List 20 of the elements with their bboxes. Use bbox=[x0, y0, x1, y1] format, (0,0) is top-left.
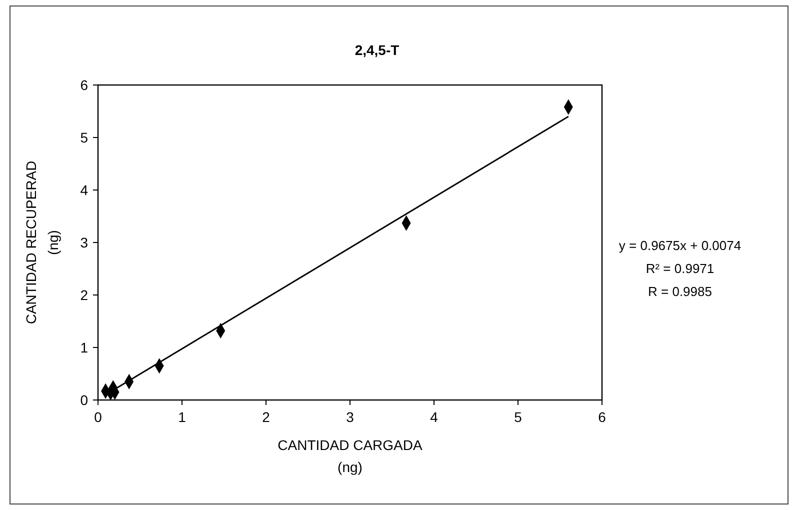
x-tick-label: 0 bbox=[94, 409, 102, 425]
y-axis-title: CANTIDAD RECUPERAD (ng) bbox=[23, 160, 61, 324]
x-tick-label: 2 bbox=[262, 409, 270, 425]
x-tick-label: 1 bbox=[178, 409, 186, 425]
chart-title: 2,4,5-T bbox=[354, 42, 400, 58]
y-tick-label: 2 bbox=[80, 287, 88, 303]
x-axis-title: CANTIDAD CARGADA (ng) bbox=[278, 437, 423, 475]
text: R² = 0.9971 bbox=[646, 261, 714, 276]
text: R = 0.9985 bbox=[648, 284, 712, 299]
y-tick-label: 4 bbox=[80, 182, 88, 198]
x-tick-label: 4 bbox=[430, 409, 438, 425]
x-tick-label: 6 bbox=[598, 409, 606, 425]
x-tick-label: 3 bbox=[346, 409, 354, 425]
y-tick-label: 1 bbox=[80, 340, 88, 356]
x-tick-label: 5 bbox=[514, 409, 522, 425]
y-tick-label: 3 bbox=[80, 234, 88, 250]
y-tick-label: 5 bbox=[80, 130, 88, 146]
y-tick-label: 6 bbox=[80, 77, 88, 93]
text: y = 0.9675x + 0.0074 bbox=[618, 238, 742, 253]
y-tick-label: 0 bbox=[80, 392, 88, 408]
